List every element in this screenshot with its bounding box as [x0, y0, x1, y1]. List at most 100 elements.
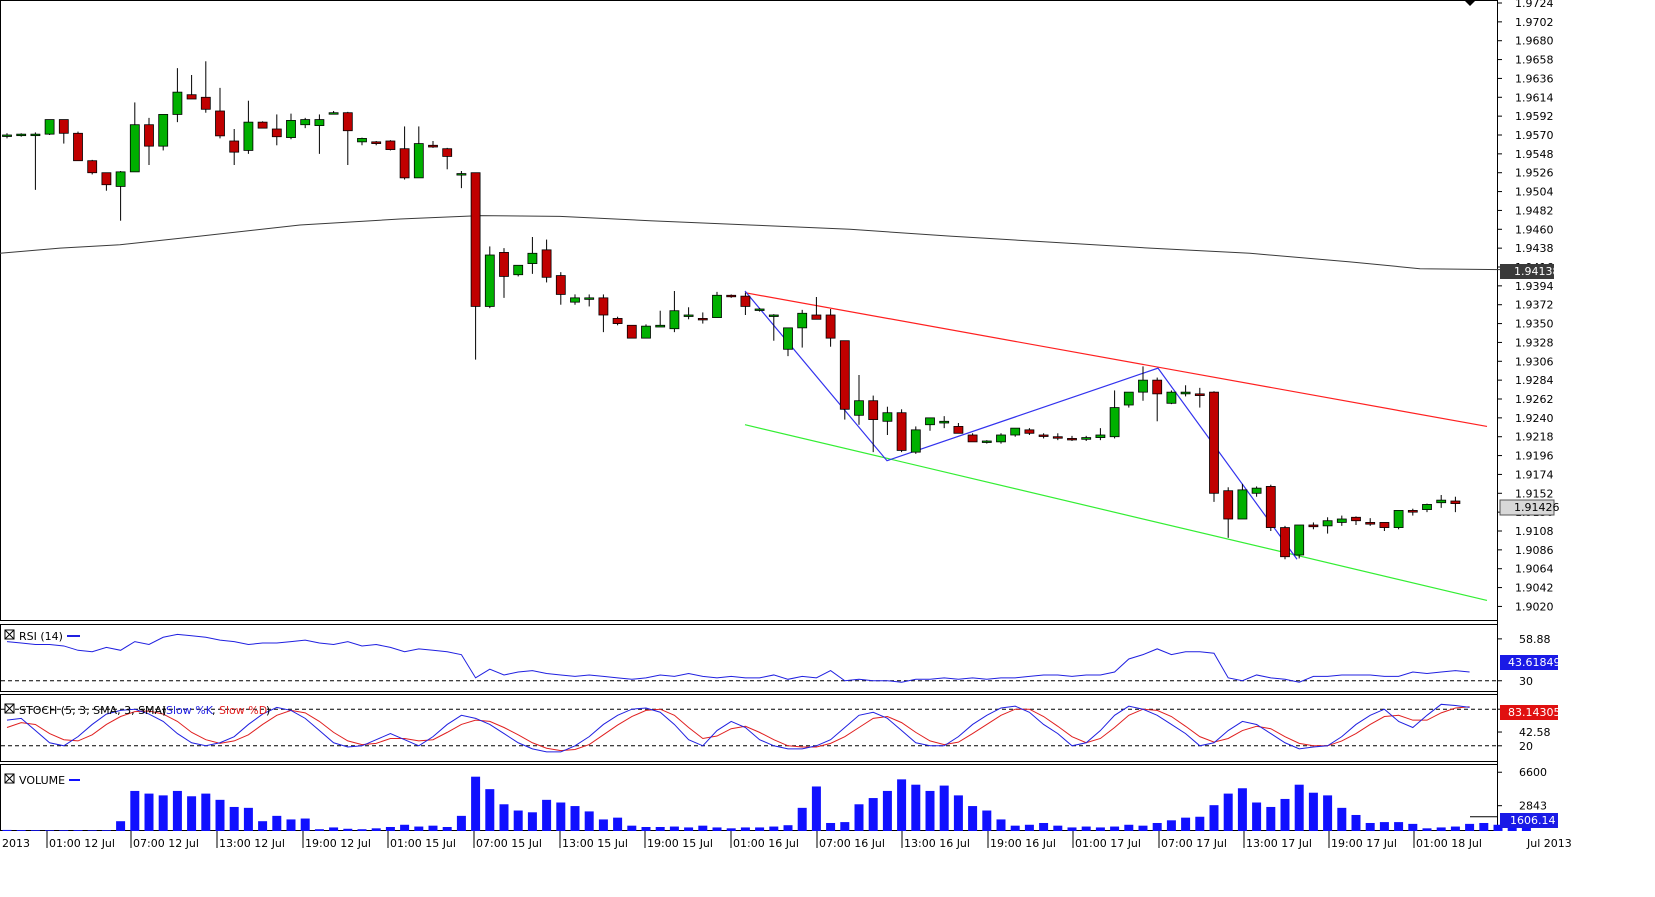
scroll-marker-icon[interactable]	[1464, 0, 1476, 6]
rsi-value-box-bg	[1500, 655, 1558, 670]
time-tick-label: 19:00 17 Jul	[1331, 837, 1397, 850]
candle	[839, 340, 850, 420]
candle	[1251, 486, 1262, 497]
candle-body	[1223, 490, 1234, 520]
stoch-value-box: 83.14305	[1500, 705, 1561, 720]
channel-lower-line[interactable]	[744, 424, 1488, 602]
candle-body	[172, 91, 183, 115]
last-price-box-bg	[1499, 499, 1555, 516]
price-tick-label: 1.9526	[1515, 167, 1554, 180]
candle	[1024, 428, 1035, 435]
volume-bar	[570, 806, 580, 831]
candle-body	[314, 119, 325, 126]
zigzag-line[interactable]	[744, 290, 1298, 560]
candle-body	[641, 325, 651, 339]
candle-body	[300, 119, 311, 126]
candle-body	[825, 314, 836, 339]
candle-body	[428, 144, 438, 148]
channel-upper-line[interactable]	[744, 292, 1488, 428]
candle	[555, 272, 566, 305]
volume-bar	[527, 812, 537, 831]
time-tick-label: 01:00 12 Jul	[49, 837, 115, 850]
volume-bar	[1181, 817, 1191, 831]
stoch-d-line	[6, 706, 1470, 752]
volume-bar	[613, 817, 623, 831]
rsi-value-box: 43.61849	[1500, 655, 1561, 670]
candle-body	[371, 141, 382, 144]
candle	[783, 327, 793, 357]
volume-bar	[968, 806, 978, 831]
candle-body	[1038, 434, 1049, 437]
volume-bar	[698, 825, 708, 831]
candle-body	[16, 133, 27, 137]
stoch-paren-open: (	[162, 704, 166, 717]
candle	[996, 433, 1006, 444]
price-tick-label: 1.9350	[1515, 318, 1554, 331]
candle-body	[286, 120, 296, 138]
volume-bar	[911, 784, 921, 831]
stoch-paren-close: )	[266, 704, 270, 717]
price-tick-label: 1.9042	[1515, 582, 1554, 595]
time-tick-label: 13:00 17 Jul	[1246, 837, 1312, 850]
candle-body	[868, 400, 879, 420]
time-tick-label: 19:00 16 Jul	[990, 837, 1056, 850]
candle	[442, 147, 453, 170]
moving-average-line	[0, 215, 1501, 271]
candle-body	[1024, 429, 1035, 434]
time-tick-label: 07:00 15 Jul	[476, 837, 542, 850]
volume-bar	[30, 830, 40, 831]
candle-body	[186, 94, 197, 100]
volume-bar	[1024, 824, 1034, 831]
candle-body	[1166, 391, 1177, 404]
candle	[868, 395, 879, 453]
candle-body	[612, 318, 623, 324]
candle-body	[215, 110, 225, 137]
candle-body	[712, 294, 722, 318]
volume-bar	[840, 822, 850, 831]
candle	[726, 294, 737, 298]
candle-body	[1152, 379, 1163, 395]
candle-body	[1123, 391, 1134, 406]
candle	[215, 87, 225, 139]
candle	[541, 239, 552, 283]
candle	[825, 309, 836, 347]
volume-bar	[1124, 824, 1134, 831]
candle	[1123, 391, 1134, 408]
moving-average-layer	[0, 215, 1501, 271]
time-tick-label: 07:00 16 Jul	[819, 837, 885, 850]
time-tick-label: 19:00 15 Jul	[647, 837, 713, 850]
candle	[456, 171, 467, 189]
candle	[271, 114, 282, 146]
volume-bar	[769, 826, 779, 831]
volume-bar	[471, 776, 481, 831]
volume-bar	[556, 802, 566, 831]
candle-body	[967, 434, 978, 443]
time-tick-label: 07:00 12 Jul	[133, 837, 199, 850]
candle	[286, 113, 296, 140]
volume-bar	[684, 827, 694, 831]
candle	[896, 409, 907, 453]
candle-body	[470, 172, 481, 307]
candle-body	[598, 297, 609, 316]
candle-body	[513, 264, 524, 276]
time-tick-label: 07:00 17 Jul	[1161, 837, 1227, 850]
price-tick-label: 1.9548	[1515, 148, 1554, 161]
candle	[854, 375, 864, 425]
candle	[186, 75, 197, 100]
volume-bar	[286, 819, 296, 831]
candle	[797, 309, 808, 348]
candle	[1393, 510, 1404, 530]
volume-bar	[1280, 798, 1290, 831]
candle-body	[1209, 391, 1219, 494]
candle	[1294, 524, 1305, 559]
candle	[1067, 435, 1077, 441]
time-tick-label: 13:00 15 Jul	[562, 837, 628, 850]
volume-bar	[1436, 827, 1446, 831]
volume-tick-label: 6600	[1519, 766, 1547, 779]
volume-bar	[811, 786, 821, 831]
stoch-tick-label: 42.58	[1519, 726, 1551, 739]
volume-bar	[45, 830, 55, 831]
candle-body	[1109, 407, 1120, 438]
candle	[1407, 508, 1418, 516]
